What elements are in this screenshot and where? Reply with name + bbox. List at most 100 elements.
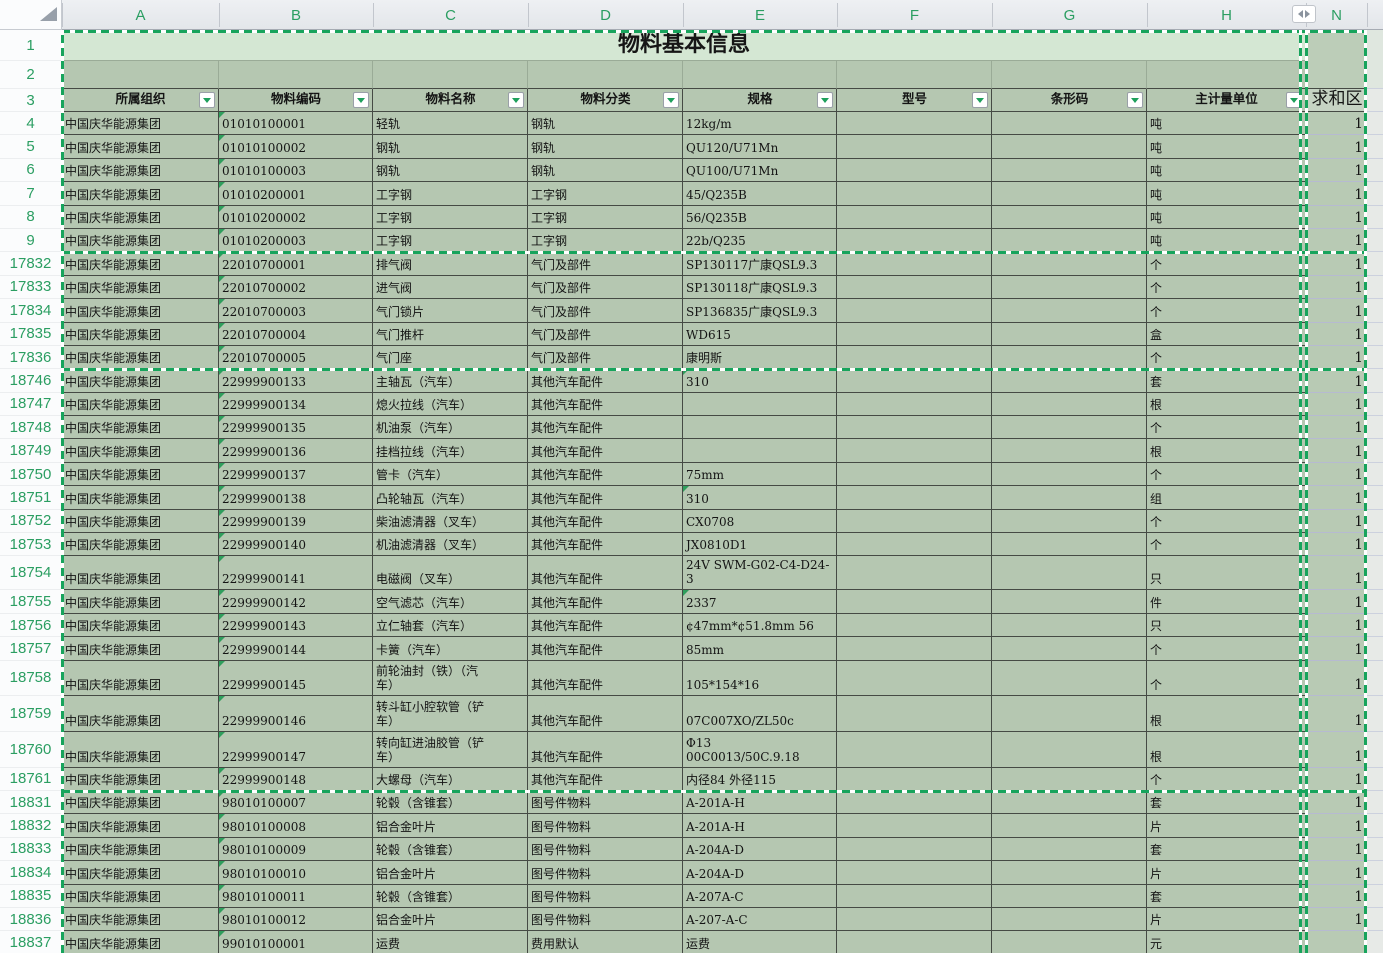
cell-unit[interactable]: 个 (1147, 276, 1306, 299)
cell-barcode[interactable] (992, 637, 1147, 660)
cell-barcode[interactable] (992, 861, 1147, 884)
cell-spec[interactable]: 07C007XO/ZL50c (683, 696, 837, 732)
cell-barcode[interactable] (992, 276, 1147, 299)
cell-model[interactable] (837, 768, 992, 791)
cell-spec[interactable]: 康明斯 (683, 346, 837, 369)
cell-code[interactable]: 22999900148 (219, 768, 373, 791)
header-cell[interactable]: 物料名称 (373, 89, 528, 112)
cell-name[interactable]: 钢轨 (373, 135, 528, 158)
row-number[interactable]: 18756 (0, 614, 61, 637)
sheet-title-cell[interactable]: 物料基本信息 (62, 30, 1306, 61)
cell-category[interactable]: 其他汽车配件 (528, 463, 683, 486)
cell-name[interactable]: 熄火拉线（汽车） (373, 393, 528, 416)
cell-barcode[interactable] (992, 135, 1147, 158)
cell-unit[interactable]: 个 (1147, 463, 1306, 486)
cell-spec[interactable]: 24V SWM-G02-C4-D24- 3 (683, 556, 837, 590)
cell-category[interactable]: 钢轨 (528, 135, 683, 158)
cell-category[interactable]: 费用默认 (528, 931, 683, 953)
cell-name[interactable]: 排气阀 (373, 252, 528, 275)
cell-category[interactable]: 钢轨 (528, 159, 683, 182)
cell-model[interactable] (837, 206, 992, 229)
cell-spec[interactable] (683, 439, 837, 462)
cell-model[interactable] (837, 463, 992, 486)
row-number[interactable]: 18753 (0, 533, 61, 556)
cell-unit[interactable]: 套 (1147, 791, 1306, 814)
cell-unit[interactable]: 吨 (1147, 112, 1306, 135)
cell-org[interactable]: 中国庆华能源集团 (62, 661, 219, 696)
cell-name[interactable]: 铝合金叶片 (373, 908, 528, 931)
row-number[interactable]: 18758 (0, 661, 61, 696)
blank-cell[interactable] (1147, 61, 1306, 89)
row-number[interactable]: 9 (0, 229, 61, 252)
cell-barcode[interactable] (992, 323, 1147, 346)
cell-sum-value[interactable]: 1 (1306, 369, 1367, 392)
cell-sum-value[interactable]: 1 (1306, 346, 1367, 369)
cell-sum-value[interactable] (1306, 931, 1367, 953)
cell-org[interactable]: 中国庆华能源集团 (62, 556, 219, 590)
cell-sum-value[interactable]: 1 (1306, 439, 1367, 462)
cell-category[interactable]: 工字钢 (528, 182, 683, 205)
cell-model[interactable] (837, 346, 992, 369)
row-number[interactable]: 4 (0, 112, 61, 135)
cell-org[interactable]: 中国庆华能源集团 (62, 252, 219, 275)
cell-unit[interactable]: 个 (1147, 346, 1306, 369)
cell-barcode[interactable] (992, 614, 1147, 637)
cell-sum-value[interactable]: 1 (1306, 814, 1367, 837)
cell-unit[interactable]: 套 (1147, 838, 1306, 861)
cell-spec[interactable]: 运费 (683, 931, 837, 953)
cell-org[interactable]: 中国庆华能源集团 (62, 112, 219, 135)
cell-unit[interactable]: 根 (1147, 439, 1306, 462)
cell-org[interactable]: 中国庆华能源集团 (62, 229, 219, 252)
cell-org[interactable]: 中国庆华能源集团 (62, 861, 219, 884)
filter-dropdown-button[interactable] (817, 92, 833, 108)
cell-spec[interactable]: SP130117广康QSL9.3 (683, 252, 837, 275)
row-number[interactable]: 18761 (0, 768, 61, 791)
column-letter[interactable]: C (373, 0, 528, 30)
cell-model[interactable] (837, 814, 992, 837)
cell-org[interactable]: 中国庆华能源集团 (62, 931, 219, 953)
column-letter[interactable]: D (528, 0, 683, 30)
row-number[interactable]: 17834 (0, 299, 61, 322)
hidden-columns-indicator-icon[interactable] (1292, 5, 1316, 23)
cell-code[interactable]: 22999900135 (219, 416, 373, 439)
cell-name[interactable]: 转斗缸小腔软管（铲 车） (373, 696, 528, 732)
cell-category[interactable]: 其他汽车配件 (528, 696, 683, 732)
cell-unit[interactable]: 吨 (1147, 229, 1306, 252)
cell-name[interactable]: 气门推杆 (373, 323, 528, 346)
cell-name[interactable]: 进气阀 (373, 276, 528, 299)
column-letter[interactable]: A (62, 0, 219, 30)
cell-barcode[interactable] (992, 510, 1147, 533)
header-cell[interactable]: 条形码 (992, 89, 1147, 112)
cell-code[interactable]: 22010700002 (219, 276, 373, 299)
cell-sum-value[interactable]: 1 (1306, 252, 1367, 275)
cell-barcode[interactable] (992, 661, 1147, 696)
cell-spec[interactable]: 内径84 外径115 (683, 768, 837, 791)
cell-category[interactable]: 其他汽车配件 (528, 768, 683, 791)
row-number[interactable]: 18759 (0, 696, 61, 732)
cell-category[interactable]: 气门及部件 (528, 299, 683, 322)
cell-category[interactable]: 其他汽车配件 (528, 732, 683, 768)
cell-category[interactable]: 其他汽车配件 (528, 510, 683, 533)
blank-cell[interactable] (683, 61, 837, 89)
cell-model[interactable] (837, 416, 992, 439)
row-number[interactable]: 6 (0, 159, 61, 182)
cell-spec[interactable]: 45/Q235B (683, 182, 837, 205)
row-number[interactable]: 18746 (0, 369, 61, 392)
cell-name[interactable]: 管卡（汽车） (373, 463, 528, 486)
column-letter[interactable]: F (837, 0, 992, 30)
cell-unit[interactable]: 盒 (1147, 323, 1306, 346)
cell-barcode[interactable] (992, 732, 1147, 768)
cell-sum-value[interactable]: 1 (1306, 533, 1367, 556)
cell-spec[interactable]: A-207A-C (683, 885, 837, 908)
cell-sum-value[interactable]: 1 (1306, 486, 1367, 509)
cell-name[interactable]: 工字钢 (373, 229, 528, 252)
cell-model[interactable] (837, 439, 992, 462)
cell-unit[interactable]: 个 (1147, 637, 1306, 660)
cell-sum-value[interactable]: 1 (1306, 908, 1367, 931)
cell-unit[interactable]: 根 (1147, 732, 1306, 768)
cell-name[interactable]: 钢轨 (373, 159, 528, 182)
header-cell[interactable]: 物料编码 (219, 89, 373, 112)
cell-name[interactable]: 空气滤芯（汽车） (373, 590, 528, 613)
cell-spec[interactable]: A-201A-H (683, 814, 837, 837)
blank-cell[interactable] (219, 61, 373, 89)
